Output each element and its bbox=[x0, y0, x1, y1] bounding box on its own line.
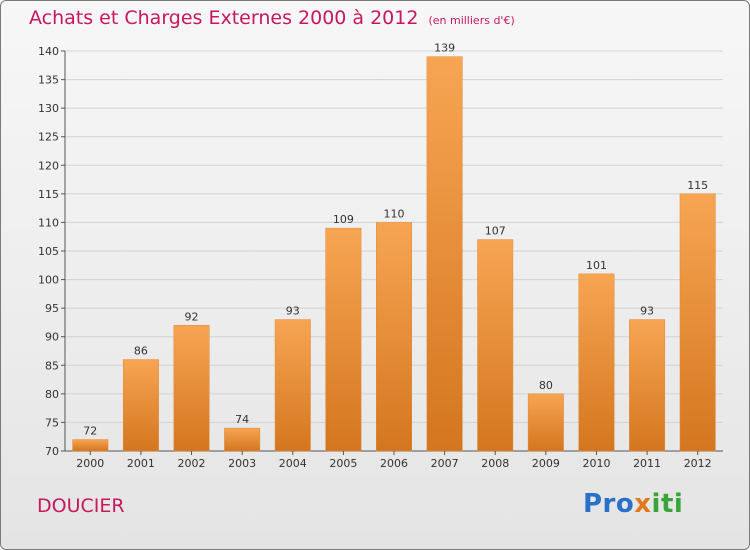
x-tick-label: 2006 bbox=[380, 457, 408, 470]
bar-value-label: 110 bbox=[384, 207, 405, 220]
bar-value-label: 74 bbox=[235, 413, 249, 426]
y-tick-label: 135 bbox=[38, 74, 59, 87]
bar-value-label: 86 bbox=[134, 345, 148, 358]
x-tick-label: 2008 bbox=[481, 457, 509, 470]
bar-value-label: 93 bbox=[640, 305, 654, 318]
y-tick-label: 120 bbox=[38, 159, 59, 172]
x-tick-label: 2009 bbox=[532, 457, 560, 470]
bar bbox=[224, 427, 261, 452]
bar bbox=[629, 319, 666, 452]
y-tick-label: 100 bbox=[38, 274, 59, 287]
bar-value-label: 80 bbox=[539, 379, 553, 392]
x-tick-label: 2012 bbox=[684, 457, 712, 470]
y-tick-label: 140 bbox=[38, 45, 59, 58]
x-tick-label: 2004 bbox=[279, 457, 307, 470]
x-tick-label: 2011 bbox=[633, 457, 661, 470]
bar bbox=[578, 273, 615, 452]
y-tick-label: 95 bbox=[45, 302, 59, 315]
x-tick-label: 2001 bbox=[127, 457, 155, 470]
bar bbox=[426, 56, 463, 452]
x-tick-label: 2010 bbox=[582, 457, 610, 470]
bar bbox=[72, 439, 109, 452]
bar bbox=[527, 393, 564, 452]
town-name: DOUCIER bbox=[37, 495, 125, 517]
bar bbox=[173, 325, 210, 452]
proxiti-logo: Proxiti bbox=[583, 489, 683, 519]
y-tick-label: 115 bbox=[38, 188, 59, 201]
bar-value-label: 139 bbox=[434, 42, 455, 55]
y-tick-label: 105 bbox=[38, 245, 59, 258]
bar bbox=[376, 222, 412, 452]
y-tick-label: 75 bbox=[45, 416, 59, 429]
logo-part-2: x bbox=[634, 489, 652, 519]
x-tick-label: 2007 bbox=[431, 457, 459, 470]
chart-title: Achats et Charges Externes 2000 à 2012 (e… bbox=[29, 7, 515, 29]
y-tick-label: 125 bbox=[38, 131, 59, 144]
bar bbox=[122, 359, 159, 452]
y-tick-label: 80 bbox=[45, 388, 59, 401]
y-tick-label: 110 bbox=[38, 216, 59, 229]
x-tick-label: 2003 bbox=[228, 457, 256, 470]
bar-value-label: 109 bbox=[333, 213, 354, 226]
x-tick-label: 2002 bbox=[178, 457, 206, 470]
logo-part-1: Pro bbox=[583, 489, 635, 519]
logo-part-3: iti bbox=[651, 489, 684, 519]
chart-title-text: Achats et Charges Externes 2000 à 2012 bbox=[29, 7, 419, 29]
chart-unit-label: (en milliers d'€) bbox=[428, 14, 515, 27]
x-tick-label: 2005 bbox=[329, 457, 357, 470]
bar-value-label: 115 bbox=[687, 179, 708, 192]
bar-value-label: 107 bbox=[485, 225, 506, 238]
bar bbox=[477, 239, 514, 452]
bar bbox=[325, 227, 362, 452]
x-tick-label: 2000 bbox=[76, 457, 104, 470]
bar-value-label: 93 bbox=[286, 305, 300, 318]
bar-value-label: 72 bbox=[83, 425, 97, 438]
y-tick-label: 70 bbox=[45, 445, 59, 458]
bar-value-label: 101 bbox=[586, 259, 607, 272]
bar bbox=[274, 319, 311, 452]
bar-value-label: 92 bbox=[185, 310, 199, 323]
y-tick-label: 130 bbox=[38, 102, 59, 115]
y-tick-label: 90 bbox=[45, 331, 59, 344]
y-tick-label: 85 bbox=[45, 359, 59, 372]
bar bbox=[679, 193, 716, 452]
